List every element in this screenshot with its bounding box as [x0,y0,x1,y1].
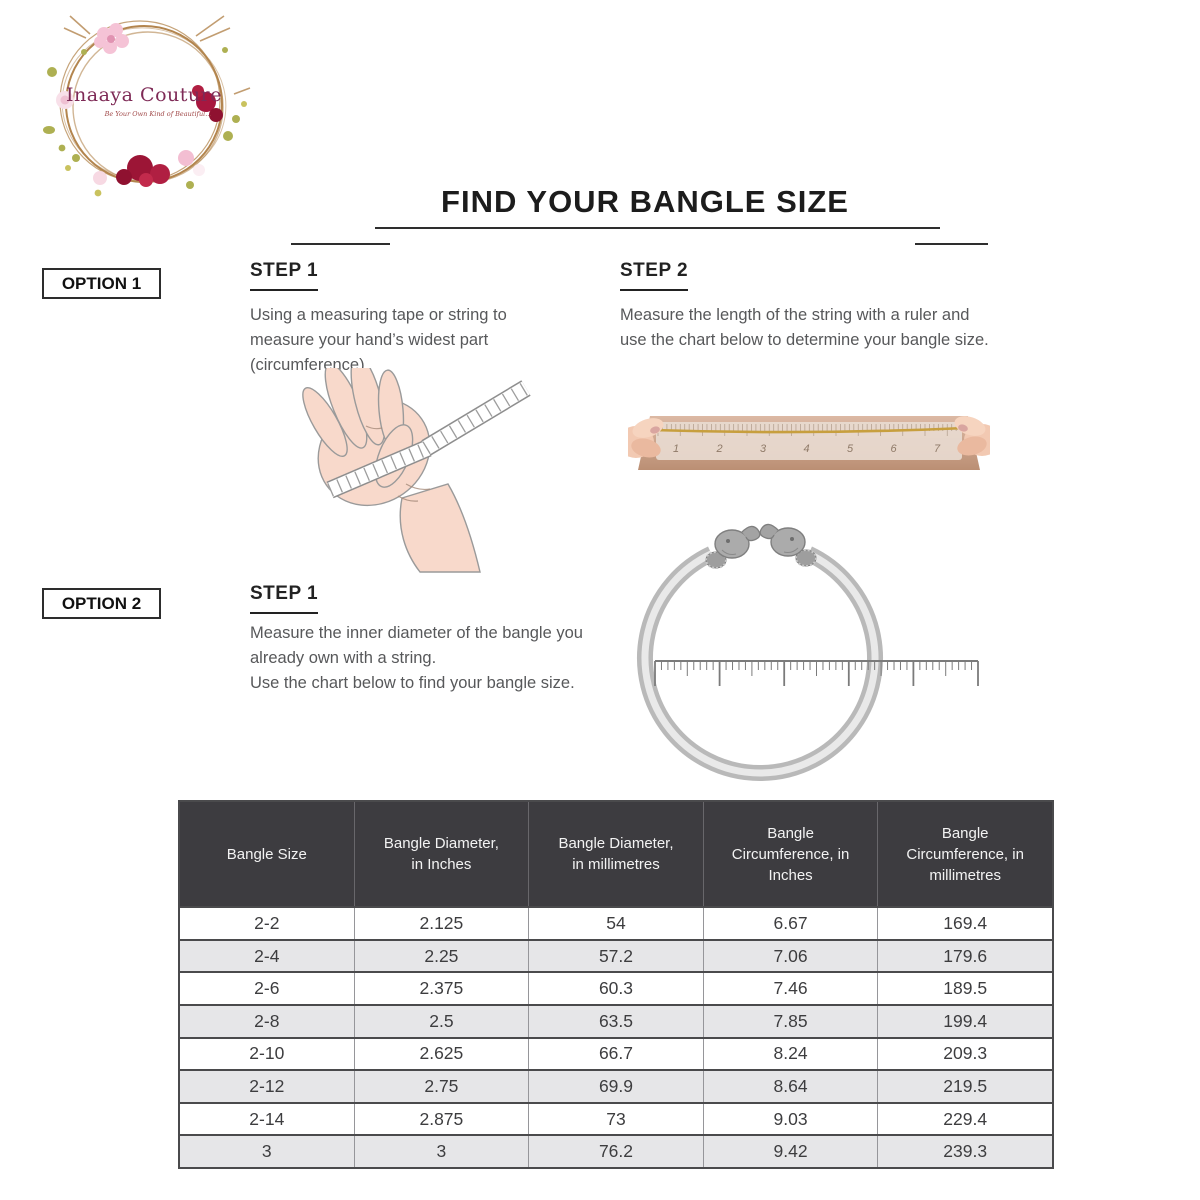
table-cell: 189.5 [943,978,988,999]
table-cell: 2-12 [180,1071,355,1102]
table-row: 2-2 2.125 54 6.67 169.4 [180,906,1052,939]
option2-step1-line1: Measure the inner diameter of the bangle… [250,624,583,667]
table-header-row: Bangle Size Bangle Diameter, in Inches Ban… [180,802,1052,907]
option-2-label: OPTION 2 [61,593,142,613]
bangle-size-table: Bangle Size Bangle Diameter, in Inches Ban… [178,800,1054,1169]
brand-logo: Inaaya Couture Be Your Own Kind of Beaut… [43,15,251,197]
table-row: 2-8 2.5 63.5 7.85 199.4 [180,1004,1052,1037]
table-cell: 199.4 [943,1010,988,1031]
option1-step1-text: Using a measuring tape or string to meas… [250,306,507,374]
table-body: 2-2 2.125 54 6.67 169.4 2-4 2.25 57.2 7.06 179.6 2… [180,906,1052,1167]
ruler-numbers: 1 2 3 4 5 6 7 [673,443,941,455]
header-cell: Bangle Size [180,802,355,907]
table-cell: 219.5 [943,1076,988,1097]
wreath-flowers [56,23,223,187]
table-cell: 8.64 [704,1071,879,1102]
table-cell: 7.46 [704,973,879,1005]
table-cell: 6.67 [704,908,879,939]
table-cell: 8.24 [704,1038,879,1070]
option-2-box: OPTION 2 [42,588,161,619]
option1-step2-heading: STEP 2 [620,260,689,291]
hand-measuring-tape-illustration [302,368,531,573]
table-cell: 3 [180,1136,355,1167]
option1-step1-heading: STEP 1 [250,260,319,291]
table-cell: 54 [529,908,704,939]
table-cell: 2.375 [355,973,530,1005]
table-cell: 63.5 [529,1006,704,1037]
table-cell: 2.625 [355,1038,530,1070]
ruler-number: 5 [847,443,854,455]
table-cell: 76.2 [529,1136,704,1167]
page-title: FIND YOUR BANGLE SIZE [441,184,849,219]
table-cell: 2-2 [180,908,355,939]
ring [637,546,883,782]
left-hand-fingers [628,418,664,458]
table-cell: 2-6 [180,973,355,1005]
ruler-number: 4 [803,443,809,455]
forearm [399,483,481,573]
table-cell: 60.3 [529,973,704,1005]
table-cell: 7.06 [704,940,879,972]
table-cell: 229.4 [943,1108,988,1129]
table-cell: 2-4 [180,940,355,972]
right-hand-fingers [954,416,990,456]
header-cell: Bangle Circumference, in millimetres [906,824,1024,884]
option2-step1-line2: Use the chart below to find your bangle … [250,674,575,692]
table-cell: 73 [529,1103,704,1135]
ruler-number: 7 [934,443,941,455]
ruler-number: 1 [673,443,679,455]
table-cell: 9.42 [704,1136,879,1167]
divider-left [291,243,390,245]
ruler-number: 3 [760,443,767,455]
table-row: 2-6 2.375 60.3 7.46 189.5 [180,971,1052,1005]
option2-step1-heading: STEP 1 [250,583,319,614]
table-cell: 69.9 [529,1071,704,1102]
measuring-tape [326,380,531,499]
table-cell: 57.2 [529,940,704,972]
left-elephant-finial [705,525,761,569]
divider-right [915,243,988,245]
yellow-string [651,426,967,434]
table-row: 2-4 2.25 57.2 7.06 179.6 [180,938,1052,972]
palm-creases [365,425,431,502]
ruler-number: 6 [890,443,897,455]
table-cell: 179.6 [943,945,988,966]
table-cell: 209.3 [943,1043,988,1064]
option1-step2-text: Measure the length of the string with a … [620,306,989,349]
table-cell: 2.25 [355,940,530,972]
table-row: 2-10 2.625 66.7 8.24 209.3 [180,1036,1052,1070]
brand-name: Inaaya Couture [66,84,222,106]
header-cell: Bangle Diameter, in millimetres [529,802,704,907]
table-cell: 7.85 [704,1006,879,1037]
ruler-scale [654,660,979,686]
table-cell: 2.125 [355,908,530,939]
option-1-box: OPTION 1 [42,268,161,299]
table-cell: 2-10 [180,1038,355,1070]
bangle-over-ruler-photo [637,523,979,782]
table-cell: 3 [355,1136,530,1167]
ruler-number: 2 [715,443,722,455]
brand-tagline: Be Your Own Kind of Beautiful... [104,110,212,118]
title-underline [375,227,940,229]
header-cell: Bangle Diameter, in Inches [355,802,530,907]
table-cell: 2.75 [355,1071,530,1102]
table-cell: 169.4 [943,913,988,934]
right-elephant-finial [759,523,817,567]
string-over-ruler-photo: 1 2 3 4 5 6 7 [628,416,990,470]
table-row: 2-14 2.875 73 9.03 229.4 [180,1101,1052,1135]
table-row: 2-12 2.75 69.9 8.64 219.5 [180,1069,1052,1102]
table-cell: 2.875 [355,1103,530,1135]
table-cell: 66.7 [529,1038,704,1070]
option2-step1-text: Measure the inner diameter of the bangle… [250,621,602,696]
table-row: 3 3 76.2 9.42 239.3 [180,1134,1052,1167]
header-cell: Bangle Circumference, in Inches [704,802,879,907]
table-cell: 2.5 [355,1006,530,1037]
table-cell: 9.03 [704,1103,879,1135]
table-cell: 2-14 [180,1103,355,1135]
option-1-label: OPTION 1 [61,273,142,293]
table-cell: 239.3 [943,1141,988,1162]
table-cell: 2-8 [180,1006,355,1037]
wreath-leaves [43,47,247,197]
